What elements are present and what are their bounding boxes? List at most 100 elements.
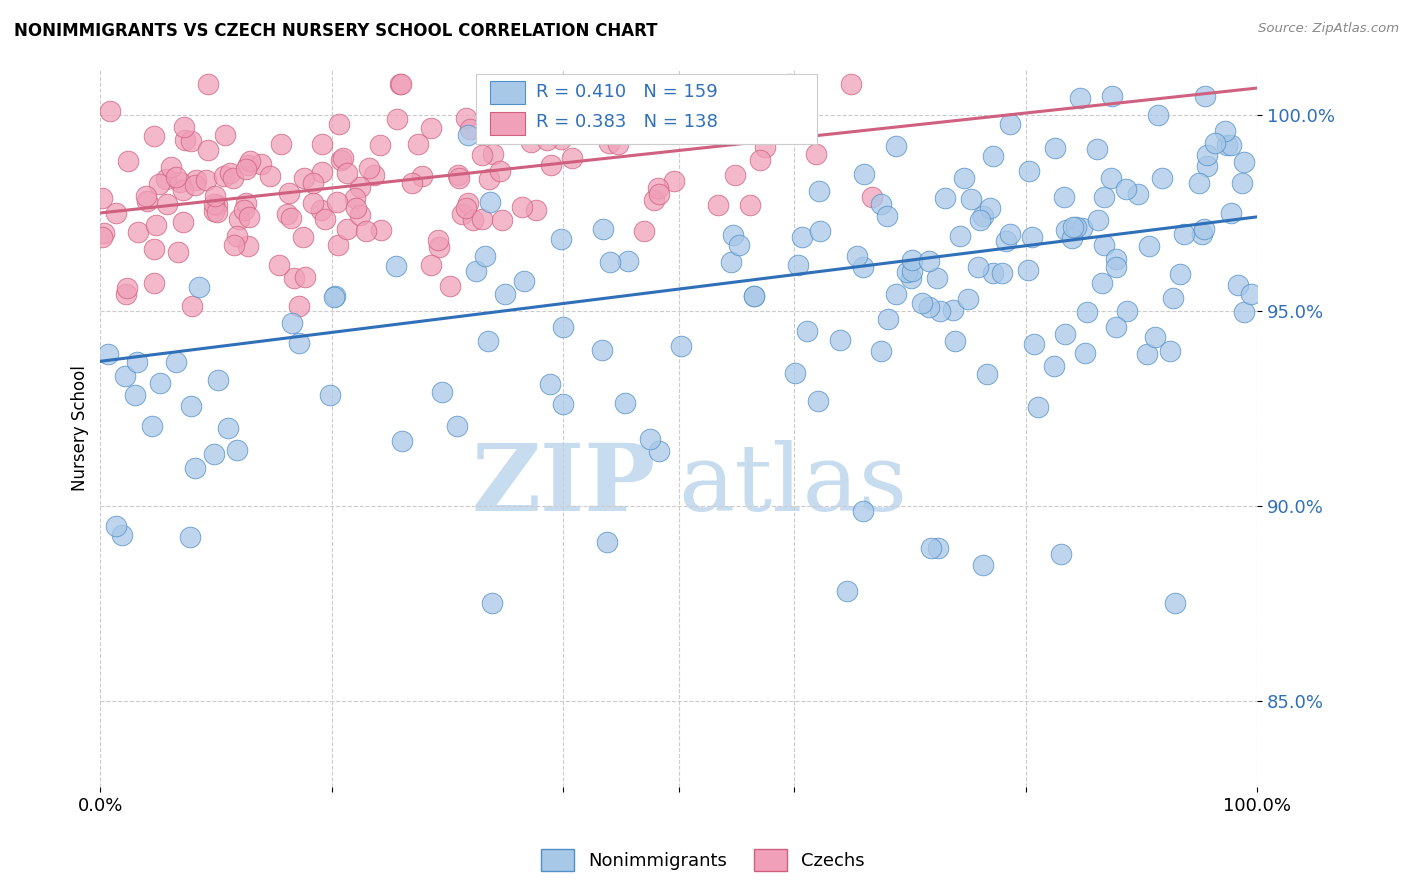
Point [901, 253, 924, 268]
Point [536, 133, 558, 147]
Point [179, 530, 201, 544]
Point [598, 136, 620, 150]
Point [1191, 227, 1213, 242]
Point [311, 136, 333, 151]
Point [207, 373, 229, 387]
Point [97, 346, 120, 360]
Point [1219, 138, 1241, 153]
Text: Source: ZipAtlas.com: Source: ZipAtlas.com [1258, 22, 1399, 36]
Point [1159, 343, 1181, 358]
Point [276, 207, 298, 221]
Point [1136, 347, 1159, 361]
Point [1105, 252, 1128, 266]
Point [165, 169, 187, 184]
Point [1227, 278, 1250, 293]
Point [329, 153, 352, 167]
Point [481, 596, 503, 610]
Point [1233, 155, 1256, 169]
Point [478, 172, 501, 186]
Point [991, 267, 1014, 281]
Point [1074, 346, 1097, 360]
Point [173, 133, 195, 147]
Point [195, 173, 218, 187]
Point [1053, 326, 1076, 341]
Point [551, 397, 574, 411]
Point [446, 419, 468, 434]
Point [972, 558, 994, 573]
Point [501, 109, 523, 123]
Point [349, 180, 371, 194]
Point [976, 367, 998, 381]
Point [981, 148, 1004, 162]
Point [998, 117, 1021, 131]
Point [633, 223, 655, 237]
Point [1091, 276, 1114, 290]
Point [447, 168, 470, 182]
Point [808, 184, 831, 198]
Point [141, 419, 163, 434]
Point [104, 519, 127, 533]
Point [222, 237, 245, 252]
Legend: Nonimmigrants, Czechs: Nonimmigrants, Czechs [534, 842, 872, 879]
Point [314, 212, 336, 227]
Point [411, 169, 433, 183]
Point [471, 212, 494, 227]
Point [749, 153, 772, 168]
Point [447, 171, 470, 186]
Point [1070, 221, 1092, 235]
Point [368, 138, 391, 153]
Point [288, 300, 311, 314]
Point [967, 260, 990, 274]
Point [550, 132, 572, 146]
Point [1043, 359, 1066, 373]
Point [1137, 239, 1160, 253]
Point [1101, 89, 1123, 103]
Point [420, 121, 443, 136]
Point [454, 111, 477, 125]
Point [458, 122, 481, 136]
Point [1215, 137, 1237, 152]
Point [344, 201, 367, 215]
Point [323, 290, 346, 304]
Point [1233, 304, 1256, 318]
Point [204, 189, 226, 203]
Point [363, 168, 385, 182]
Point [837, 584, 859, 599]
Point [238, 211, 260, 225]
Point [876, 209, 898, 223]
Point [1194, 88, 1216, 103]
Text: ZIP: ZIP [471, 440, 655, 530]
Point [1220, 206, 1243, 220]
Point [896, 265, 918, 279]
Point [558, 113, 581, 128]
Point [1240, 287, 1263, 301]
Point [184, 461, 207, 475]
Point [225, 442, 247, 457]
Point [969, 213, 991, 227]
Point [728, 237, 751, 252]
Point [207, 198, 229, 212]
Point [828, 333, 851, 347]
Point [202, 197, 225, 211]
Point [280, 211, 302, 225]
Point [671, 339, 693, 353]
Point [596, 535, 619, 549]
Point [173, 120, 195, 134]
Point [870, 343, 893, 358]
Point [869, 197, 891, 211]
Point [1161, 291, 1184, 305]
Point [370, 223, 392, 237]
Text: NONIMMIGRANTS VS CZECH NURSERY SCHOOL CORRELATION CHART: NONIMMIGRANTS VS CZECH NURSERY SCHOOL CO… [14, 22, 658, 40]
Point [860, 190, 883, 204]
Point [259, 169, 281, 183]
Point [762, 124, 785, 138]
Point [998, 227, 1021, 241]
Point [852, 504, 875, 518]
Point [385, 259, 408, 273]
Y-axis label: Nursery School: Nursery School [72, 365, 89, 491]
Point [599, 255, 621, 269]
Point [439, 279, 461, 293]
Point [540, 158, 562, 172]
Point [142, 242, 165, 256]
Point [219, 165, 242, 179]
